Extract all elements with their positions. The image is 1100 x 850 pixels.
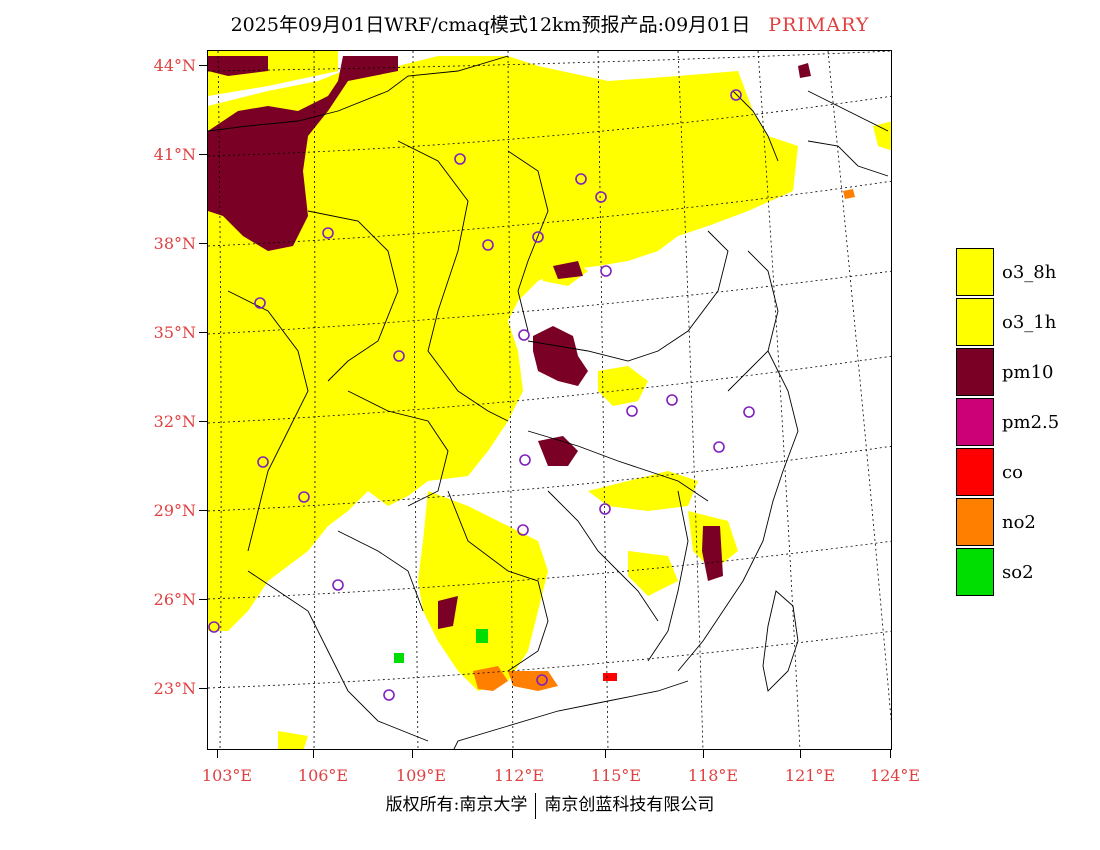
map-title: 2025年09月01日WRF/cmaq模式12km预报产品:09月01日 PRIM…	[0, 10, 1100, 37]
lat-label: 26°N	[153, 590, 196, 609]
lon-label: 103°E	[201, 766, 253, 785]
legend-swatch	[956, 498, 994, 546]
lat-label: 32°N	[153, 412, 196, 431]
title-main: 2025年09月01日WRF/cmaq模式12km预报产品:09月01日	[230, 14, 751, 36]
copyright-footer: 版权所有:南京大学 南京创蓝科技有限公司	[0, 790, 1100, 819]
legend-item-co: co	[956, 448, 1096, 498]
legend-item-so2: so2	[956, 548, 1096, 598]
lat-label: 44°N	[153, 56, 196, 75]
lon-label: 118°E	[687, 766, 739, 785]
city-markers	[208, 89, 755, 701]
o3-field	[208, 51, 891, 749]
legend-item-o3-1h: o3_1h	[956, 298, 1096, 348]
map-canvas	[208, 51, 891, 749]
legend-label: so2	[1002, 562, 1034, 583]
legend-swatch	[956, 398, 994, 446]
legend-label: pm2.5	[1002, 412, 1060, 433]
legend-label: o3_8h	[1002, 262, 1057, 283]
lat-tick	[199, 243, 207, 244]
lon-tick	[412, 750, 413, 758]
lon-tick	[890, 750, 891, 758]
legend-swatch	[956, 548, 994, 596]
lat-label: 35°N	[153, 323, 196, 342]
legend-label: no2	[1002, 512, 1036, 533]
footer-left: 版权所有:南京大学	[385, 795, 528, 815]
lon-tick	[703, 750, 704, 758]
legend-label: co	[1002, 462, 1023, 483]
lat-tick	[199, 65, 207, 66]
legend-swatch	[956, 448, 994, 496]
legend-item-no2: no2	[956, 498, 1096, 548]
lat-tick	[199, 154, 207, 155]
legend-label: o3_1h	[1002, 312, 1057, 333]
legend-label: pm10	[1002, 362, 1054, 383]
legend-item-pm10: pm10	[956, 348, 1096, 398]
lat-tick	[199, 421, 207, 422]
lon-tick	[217, 750, 218, 758]
co-field	[603, 673, 617, 681]
boundaries	[208, 55, 889, 749]
lon-label: 115°E	[590, 766, 642, 785]
lat-label: 23°N	[153, 679, 196, 698]
lon-tick	[800, 750, 801, 758]
footer-right: 南京创蓝科技有限公司	[544, 795, 715, 815]
lon-label: 121°E	[784, 766, 836, 785]
legend-swatch	[956, 248, 994, 296]
legend-swatch	[956, 298, 994, 346]
lon-tick	[313, 750, 314, 758]
lon-label: 109°E	[395, 766, 447, 785]
lon-label: 124°E	[869, 766, 921, 785]
footer-separator	[535, 792, 537, 819]
forecast-map	[207, 50, 892, 750]
lat-label: 29°N	[153, 501, 196, 520]
graticule	[208, 51, 891, 749]
lon-tick	[605, 750, 606, 758]
lon-label: 112°E	[493, 766, 545, 785]
pm10-field	[208, 56, 811, 629]
title-tag: PRIMARY	[768, 14, 870, 36]
lat-tick	[199, 510, 207, 511]
lat-tick	[199, 688, 207, 689]
lat-tick	[199, 332, 207, 333]
lat-label: 38°N	[153, 234, 196, 253]
lat-tick	[199, 599, 207, 600]
lon-tick	[512, 750, 513, 758]
lat-label: 41°N	[153, 145, 196, 164]
legend-item-pm25: pm2.5	[956, 398, 1096, 448]
legend-item-o3-8h: o3_8h	[956, 248, 1096, 298]
legend-swatch	[956, 348, 994, 396]
lon-label: 106°E	[297, 766, 349, 785]
so2-field	[394, 629, 488, 663]
